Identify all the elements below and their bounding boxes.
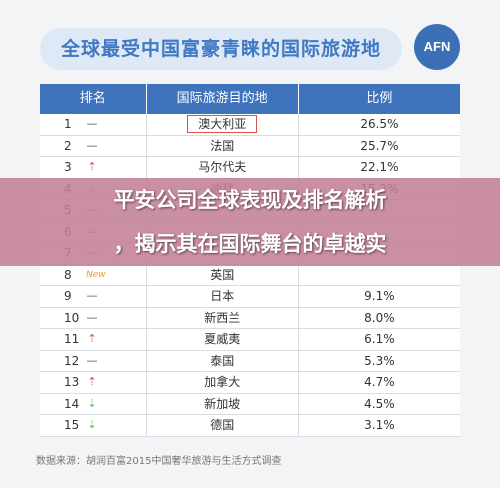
arrow-down-icon: ⇣ xyxy=(87,418,97,431)
ratio-cell: 8.0% xyxy=(364,310,395,325)
rank-number: 2 xyxy=(64,138,72,153)
source-note: 数据来源：胡润百富2015中国奢华旅游与生活方式调查 xyxy=(36,456,282,467)
table-row: 11 ⇡ 夏威夷 6.1% xyxy=(40,329,460,351)
ratio-cell: 4.5% xyxy=(364,396,395,411)
rank-cell: 2— xyxy=(40,136,146,157)
ratio-cell: 6.1% xyxy=(364,332,395,346)
ratio-cell: 22.1% xyxy=(360,160,399,174)
dash-icon: — xyxy=(86,117,98,130)
destination-cell: 新加坡 xyxy=(145,393,299,414)
rank-number: 11 xyxy=(64,332,80,346)
rank-cell: 1— xyxy=(40,114,146,135)
ratio-cell: 26.5% xyxy=(360,117,399,131)
rank-cell: 13 ⇡ xyxy=(40,372,146,393)
afn-logo: AFN xyxy=(414,24,460,70)
destination-cell: 新西兰 xyxy=(145,307,299,328)
table-row: 15 ⇣ 德国 3.1% xyxy=(40,415,460,437)
rank-cell: 9— xyxy=(40,286,146,307)
table-row: 10 — 新西兰 8.0% xyxy=(40,307,460,329)
destination-label: 新加坡 xyxy=(204,396,241,411)
table-row: 9— 日本 9.1% xyxy=(40,286,460,308)
ratio-cell: 9.1% xyxy=(364,289,395,303)
rank-cell: 10 — xyxy=(40,308,146,329)
page-title: 全球最受中国富豪青睐的国际旅游地 xyxy=(40,28,402,70)
arrow-up-icon: ⇡ xyxy=(87,375,97,388)
rank-number: 3 xyxy=(64,160,72,174)
arrow-up-icon: ⇡ xyxy=(87,160,97,173)
destination-label: 日本 xyxy=(210,289,235,303)
rank-cell: 15 ⇣ xyxy=(40,415,146,436)
dash-icon: — xyxy=(86,138,98,152)
table-row: 3 ⇡ 马尔代夫 22.1% xyxy=(40,157,460,179)
destination-label: 新西兰 xyxy=(204,310,241,325)
rank-number: 10 xyxy=(64,310,80,325)
table-header: 排名 国际旅游目的地 比例 xyxy=(40,84,460,114)
rank-number: 8 xyxy=(64,267,72,282)
destination-cell: 德国 xyxy=(145,415,299,436)
rank-cell: 11 ⇡ xyxy=(40,329,146,350)
header-destination: 国际旅游目的地 xyxy=(147,84,299,114)
destination-cell: 夏威夷 xyxy=(145,329,299,350)
rank-cell: 12 — xyxy=(40,351,146,372)
rank-number: 15 xyxy=(64,418,80,432)
table-row: 1— 澳大利亚 26.5% xyxy=(40,114,460,136)
destination-label: 加拿大 xyxy=(204,375,241,389)
destination-label: 泰国 xyxy=(210,353,235,368)
ratio-cell: 5.3% xyxy=(364,353,395,368)
table-row: 12 — 泰国 5.3% xyxy=(40,350,460,372)
arrow-up-icon: ⇡ xyxy=(87,332,97,345)
rank-cell: 14 ⇣ xyxy=(40,394,146,415)
destination-highlight: 澳大利亚 xyxy=(187,115,258,133)
dash-icon: — xyxy=(86,289,98,302)
table-body: 1—澳大利亚26.5%2—法国25.7%3⇡马尔代夫22.1%4⇣迪拜15.2%… xyxy=(40,114,460,437)
dash-icon: — xyxy=(86,310,98,324)
destination-cell: 泰国 xyxy=(145,350,299,371)
ratio-cell: 3.1% xyxy=(364,418,395,432)
rank-number: 14 xyxy=(64,396,80,411)
arrow-down-icon: ⇣ xyxy=(87,396,97,410)
ratio-cell xyxy=(299,265,460,286)
ratio-cell: 25.7% xyxy=(360,138,399,153)
destination-cell: 马尔代夫 xyxy=(145,157,299,178)
table-row: 13 ⇡ 加拿大 4.7% xyxy=(40,372,460,394)
table-row: 2— 法国 25.7% xyxy=(40,135,460,157)
overlay-banner xyxy=(0,178,500,266)
table-row: 8 New 英国 xyxy=(40,264,460,286)
banner-line-1: 平安公司全球表现及排名解析 xyxy=(113,188,387,212)
table-row: 14 ⇣ 新加坡 4.5% xyxy=(40,393,460,415)
destination-label: 法国 xyxy=(210,138,235,153)
rank-cell: 8 New xyxy=(40,265,146,286)
rank-number: 12 xyxy=(64,353,80,368)
destination-label: 马尔代夫 xyxy=(198,160,247,174)
rank-number: 9 xyxy=(64,289,72,303)
destination-cell: 日本 xyxy=(145,286,299,307)
destination-label: 德国 xyxy=(210,418,235,432)
ratio-cell: 4.7% xyxy=(364,375,395,389)
dash-icon: — xyxy=(86,353,98,367)
destination-cell: 英国 xyxy=(145,264,299,285)
destination-cell: 加拿大 xyxy=(145,372,299,393)
header-rank: 排名 xyxy=(40,84,147,114)
destination-label: 英国 xyxy=(210,267,235,282)
destination-label: 夏威夷 xyxy=(204,332,241,346)
destination-cell: 法国 xyxy=(145,135,299,156)
header-ratio: 比例 xyxy=(366,91,393,106)
new-badge: New xyxy=(86,269,106,280)
rank-number: 13 xyxy=(64,375,80,389)
rank-cell: 3 ⇡ xyxy=(40,157,146,178)
rank-number: 1 xyxy=(64,117,72,131)
banner-line-2: ，揭示其在国际舞台的卓越实 xyxy=(113,232,387,256)
destination-cell: 澳大利亚 xyxy=(145,114,299,135)
